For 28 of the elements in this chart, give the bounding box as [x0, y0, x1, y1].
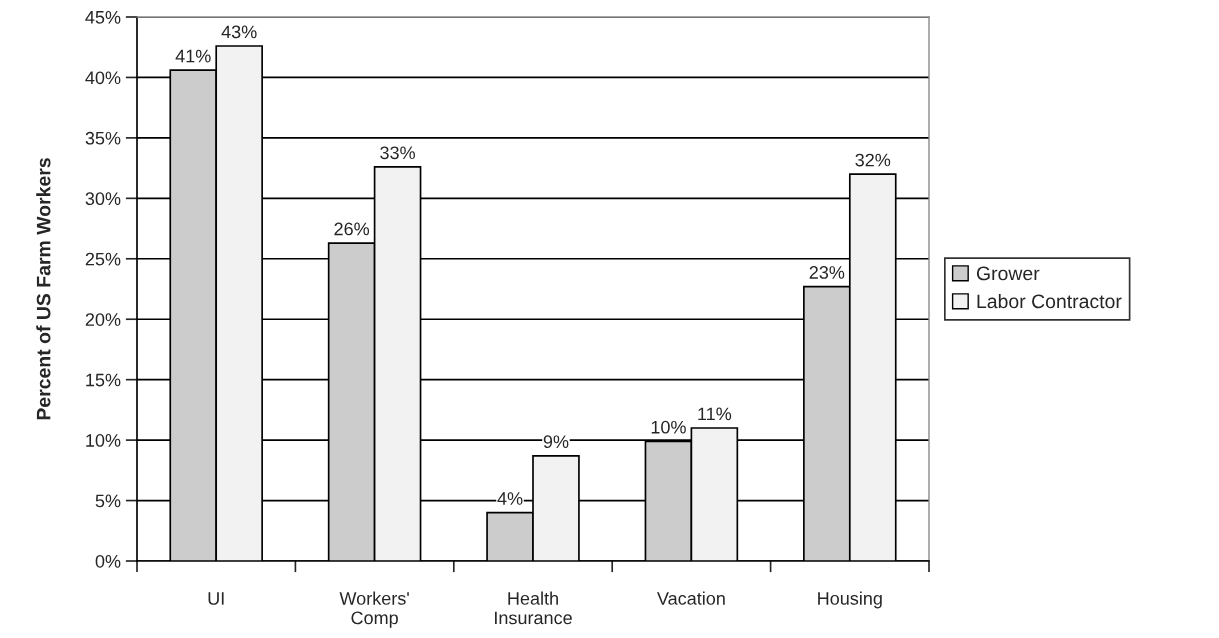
data-label: 33%: [380, 146, 415, 160]
y-tick-label: 30%: [85, 192, 121, 206]
y-tick-label: 10%: [86, 434, 121, 447]
data-label: 4%: [497, 492, 523, 505]
x-tick-label: Workers' Comp: [339, 591, 409, 628]
data-label: 32%: [855, 153, 891, 167]
y-tick-label: 0%: [95, 554, 121, 568]
y-tick-label: 15%: [86, 373, 121, 387]
y-tick-label: 40%: [85, 71, 121, 85]
x-tick-label: Vacation: [657, 591, 725, 605]
data-label: 43%: [221, 25, 257, 39]
y-tick-label: 25%: [85, 252, 121, 266]
y-axis-title: Percent of US Farm Workers: [36, 158, 51, 420]
x-tick-label: UI: [208, 592, 224, 605]
y-tick-label: 20%: [85, 313, 121, 326]
data-label: 9%: [543, 435, 569, 449]
y-tick-label: 5%: [95, 494, 121, 508]
y-tick-label: 35%: [85, 131, 121, 145]
data-label: 11%: [698, 407, 732, 421]
y-tick-label: 45%: [85, 11, 121, 24]
data-label: 41%: [175, 49, 211, 63]
legend-label: Labor Contractor: [977, 293, 1122, 309]
data-label: 23%: [809, 266, 845, 279]
x-tick-label: Housing: [818, 591, 882, 609]
data-label: 10%: [651, 420, 686, 434]
x-tick-label: Health Insurance: [495, 591, 572, 625]
legend-label: Grower: [976, 266, 1040, 281]
data-label: 26%: [334, 222, 370, 236]
